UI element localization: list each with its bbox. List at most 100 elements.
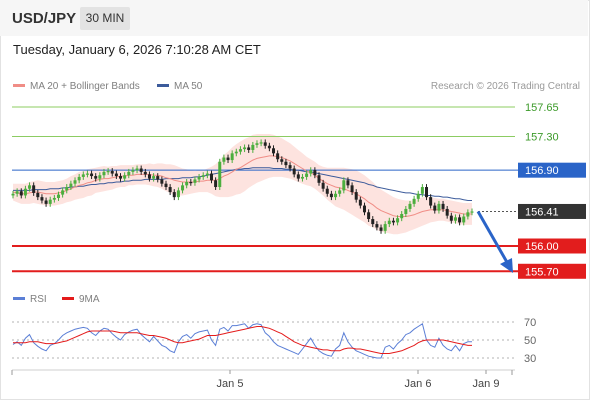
candle-body — [209, 173, 213, 181]
candle-body — [387, 220, 391, 225]
candle-body — [309, 170, 313, 174]
candle-body — [425, 187, 429, 198]
candle-body — [65, 187, 69, 191]
legend-label-ma50: MA 50 — [174, 81, 203, 92]
level-157-30-label: 157.30 — [525, 131, 559, 143]
candle-body — [36, 192, 40, 198]
rsi-line — [12, 323, 472, 359]
candle-body — [449, 215, 453, 221]
legend-9ma: 9MA — [62, 294, 100, 305]
candle-body — [284, 161, 288, 166]
level-156-90-tag — [518, 162, 586, 178]
candle-body — [255, 143, 259, 145]
candle-body — [416, 193, 420, 199]
legend-label-rsi: RSI — [30, 294, 47, 305]
rsi-tick-label: 70 — [524, 317, 536, 329]
candle-body — [338, 190, 342, 194]
candle-body — [94, 176, 98, 179]
candle-body — [354, 192, 358, 200]
candle-body — [296, 174, 300, 179]
candle-body — [73, 180, 77, 184]
candle-body — [102, 171, 106, 176]
candle-body — [267, 145, 271, 149]
candle-body — [400, 213, 404, 219]
level-157-65-label: 157.65 — [525, 102, 559, 114]
candle-body — [325, 188, 329, 194]
candle-body — [350, 185, 354, 193]
candle-body — [272, 148, 276, 154]
rsi-panel: 70 50 30 — [12, 317, 536, 365]
candle-body — [358, 199, 362, 206]
candle-body — [412, 198, 416, 204]
candle-body — [429, 197, 433, 206]
candle-body — [168, 187, 172, 193]
candle-body — [205, 173, 209, 176]
time-axis: Jan 5 Jan 6 Jan 9 — [11, 369, 515, 390]
candle-body — [247, 147, 251, 150]
candle-body — [197, 176, 201, 180]
legend-swatch-ma50 — [157, 83, 169, 87]
candle-body — [263, 142, 267, 146]
candle-body — [317, 175, 321, 183]
candle-body — [458, 217, 462, 223]
forecast-arrow-shaft — [476, 210, 510, 265]
candle-body — [152, 176, 156, 179]
bollinger-band — [13, 134, 472, 235]
level-155-70-tag — [518, 263, 586, 279]
legend-ma50: MA 50 — [157, 81, 202, 92]
candle-body — [127, 171, 131, 176]
candle-body — [251, 144, 255, 150]
candle-body — [379, 227, 383, 231]
candle-body — [408, 203, 412, 209]
candle-body — [69, 183, 73, 188]
forecast-arrow — [476, 210, 513, 273]
x-tick-label: Jan 5 — [217, 378, 244, 390]
interval-button[interactable]: 30 MIN — [80, 7, 130, 30]
candle-body — [131, 170, 135, 172]
candle-body — [375, 224, 379, 228]
candle-body — [119, 176, 123, 179]
rsi-tick-label: 50 — [524, 335, 536, 347]
candle-body — [433, 205, 437, 211]
candle-body — [470, 211, 474, 213]
candle-body — [56, 194, 60, 198]
candle-body — [90, 173, 94, 177]
moving-averages — [12, 155, 472, 217]
candle-body — [342, 180, 346, 191]
candle-body — [230, 153, 234, 161]
header-bar: USD/JPY 30 MIN — [0, 0, 588, 36]
candle-body — [391, 220, 395, 223]
candle-body — [123, 175, 127, 179]
forecast-arrow-head — [500, 258, 513, 273]
candle-body — [135, 168, 139, 171]
candle-body — [81, 174, 85, 177]
candle-body — [160, 179, 164, 184]
candle-body — [292, 168, 296, 175]
candle-body — [453, 217, 457, 221]
candle-body — [147, 174, 151, 179]
candle-body — [61, 190, 65, 195]
symbol-title: USD/JPY — [12, 10, 77, 27]
candle-body — [218, 161, 222, 188]
ma20-line — [12, 155, 472, 217]
candle-body — [313, 170, 317, 176]
candle-body — [139, 168, 143, 172]
candle-body — [362, 205, 366, 213]
candle-body — [234, 151, 238, 154]
candle-body — [462, 216, 466, 223]
candle-body — [288, 165, 292, 169]
level-156-41-tag — [518, 203, 586, 219]
level-156-00-tag — [518, 238, 586, 254]
candle-body — [404, 208, 408, 214]
candle-body — [143, 171, 147, 175]
legend-label-ma20: MA 20 + Bollinger Bands — [30, 81, 140, 92]
candle-body — [11, 193, 15, 196]
candle-body — [110, 171, 114, 174]
level-156-00-label: 156.00 — [525, 241, 559, 253]
candle-body — [222, 157, 226, 162]
candle-body — [181, 185, 185, 191]
level-156-90-label: 156.90 — [525, 165, 559, 177]
candle-body — [329, 193, 333, 198]
level-155-70-label: 155.70 — [525, 266, 559, 278]
